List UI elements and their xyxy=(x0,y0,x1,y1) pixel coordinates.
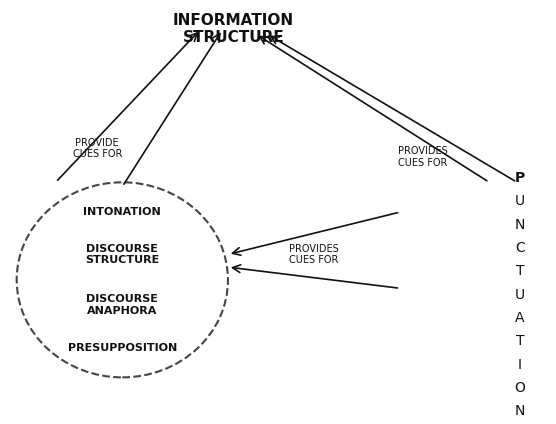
Text: C: C xyxy=(515,241,525,255)
Text: T: T xyxy=(515,334,524,349)
Text: PROVIDES
CUES FOR: PROVIDES CUES FOR xyxy=(289,244,339,265)
Text: A: A xyxy=(515,311,525,325)
Text: INTONATION: INTONATION xyxy=(83,207,161,217)
Text: O: O xyxy=(514,381,525,395)
Text: PROVIDES
CUES FOR: PROVIDES CUES FOR xyxy=(398,146,448,167)
Text: DISCOURSE
ANAPHORA: DISCOURSE ANAPHORA xyxy=(86,295,158,316)
Text: PRESUPPOSITION: PRESUPPOSITION xyxy=(68,343,177,353)
Text: INFORMATION
STRUCTURE: INFORMATION STRUCTURE xyxy=(173,13,294,45)
Text: U: U xyxy=(515,194,525,209)
Text: N: N xyxy=(515,404,525,418)
Text: T: T xyxy=(515,264,524,279)
Text: I: I xyxy=(518,357,522,372)
Text: DISCOURSE
STRUCTURE: DISCOURSE STRUCTURE xyxy=(85,244,160,265)
Text: P: P xyxy=(515,171,525,185)
Text: N: N xyxy=(515,218,525,232)
Text: U: U xyxy=(515,287,525,302)
Text: PROVIDE
CUES FOR: PROVIDE CUES FOR xyxy=(73,138,122,159)
